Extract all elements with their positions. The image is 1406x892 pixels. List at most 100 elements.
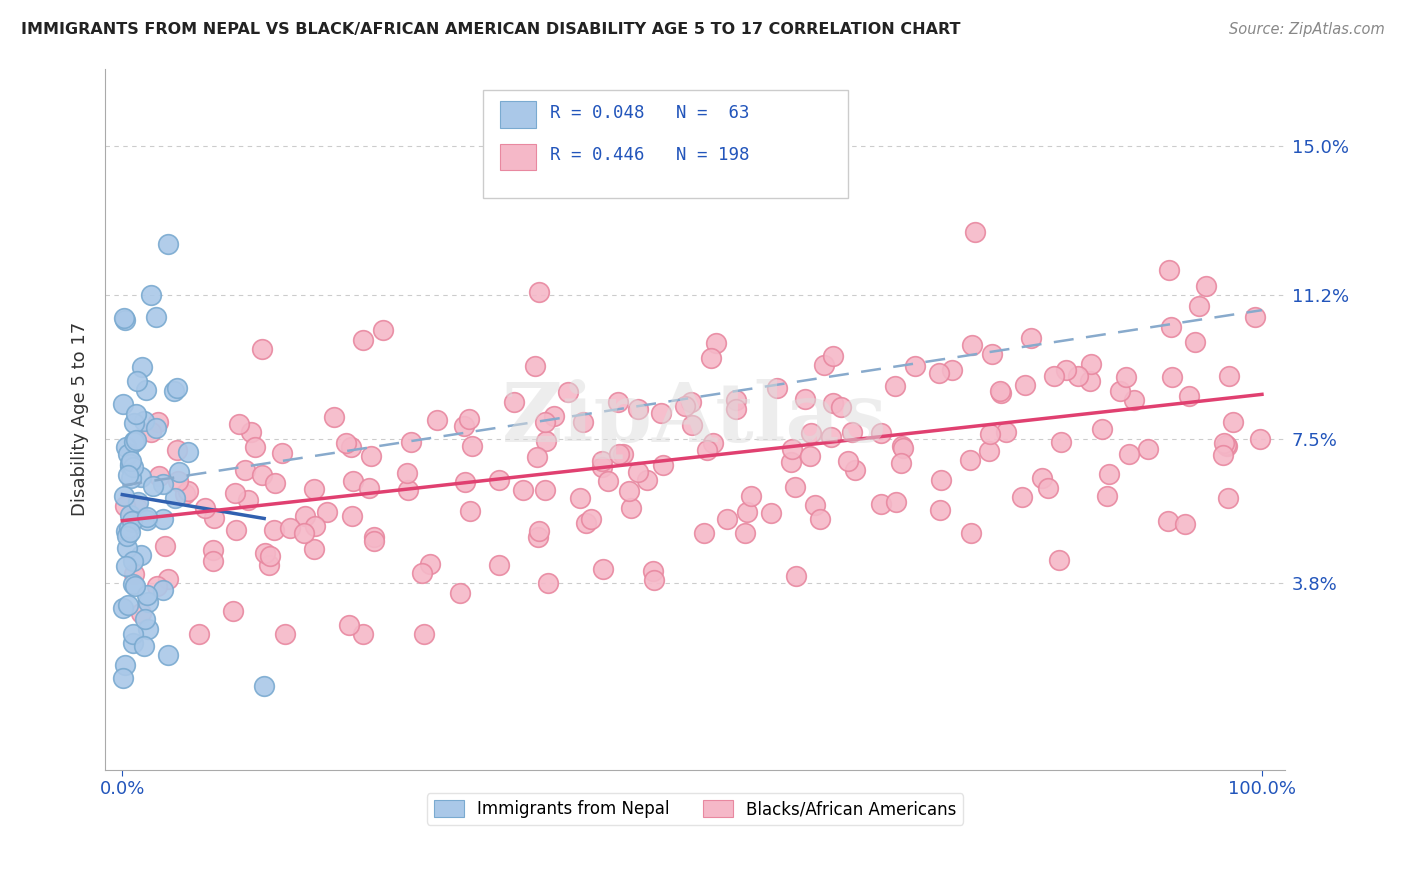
Point: [118, 521, 141, 535]
Point: [702, 435, 724, 450]
Point: [134, 612, 156, 626]
Point: [699, 351, 721, 365]
Point: [1178, 389, 1201, 403]
Point: [142, 479, 165, 493]
Point: [395, 466, 418, 480]
Point: [502, 395, 524, 409]
Point: [571, 415, 593, 429]
Point: [1011, 490, 1033, 504]
Point: [981, 347, 1004, 361]
Point: [337, 617, 360, 632]
Point: [537, 576, 560, 591]
FancyBboxPatch shape: [482, 89, 848, 198]
Point: [152, 477, 174, 491]
Point: [681, 417, 703, 432]
Point: [1123, 393, 1146, 408]
Point: [122, 434, 145, 449]
Point: [1014, 378, 1036, 392]
Point: [118, 457, 141, 471]
Point: [125, 433, 148, 447]
Point: [112, 396, 135, 410]
Point: [273, 626, 295, 640]
Point: [114, 499, 136, 513]
Point: [166, 443, 188, 458]
Point: [965, 225, 987, 239]
Point: [821, 395, 844, 409]
Point: [1136, 442, 1159, 456]
Point: [761, 506, 783, 520]
Point: [263, 524, 285, 538]
Point: [785, 569, 807, 583]
Point: [988, 384, 1011, 399]
Point: [830, 401, 852, 415]
Point: [121, 459, 143, 474]
Point: [1115, 370, 1137, 384]
Point: [488, 473, 510, 487]
Point: [363, 534, 385, 549]
Point: [124, 579, 146, 593]
Point: [145, 579, 167, 593]
Point: [121, 515, 143, 529]
Point: [740, 489, 762, 503]
Point: [794, 392, 817, 406]
Point: [650, 406, 672, 420]
Point: [163, 491, 186, 505]
Point: [152, 512, 174, 526]
Point: [122, 416, 145, 430]
Point: [884, 378, 907, 392]
FancyBboxPatch shape: [501, 102, 536, 128]
Point: [363, 529, 385, 543]
Point: [591, 454, 613, 468]
Point: [121, 627, 143, 641]
Point: [122, 435, 145, 450]
Point: [271, 445, 294, 459]
Point: [960, 525, 983, 540]
Point: [823, 349, 845, 363]
Point: [122, 577, 145, 591]
Point: [453, 419, 475, 434]
Point: [681, 394, 703, 409]
Point: [454, 475, 477, 489]
Point: [120, 524, 142, 539]
Point: [360, 449, 382, 463]
Point: [250, 342, 273, 356]
Point: [664, 159, 686, 173]
Point: [612, 446, 634, 460]
Text: Source: ZipAtlas.com: Source: ZipAtlas.com: [1229, 22, 1385, 37]
Point: [461, 439, 484, 453]
Point: [112, 310, 135, 325]
Point: [114, 312, 136, 326]
Point: [136, 513, 159, 527]
Point: [1216, 491, 1239, 505]
Point: [606, 394, 628, 409]
Point: [202, 554, 225, 568]
Point: [399, 434, 422, 449]
Point: [157, 572, 180, 586]
Point: [114, 658, 136, 673]
Point: [352, 333, 374, 347]
Point: [579, 512, 602, 526]
Point: [780, 455, 803, 469]
Point: [233, 463, 256, 477]
Point: [1212, 448, 1234, 462]
Point: [115, 524, 138, 539]
Point: [136, 622, 159, 636]
Point: [112, 672, 135, 686]
Point: [201, 542, 224, 557]
Point: [990, 386, 1012, 401]
Point: [1095, 489, 1118, 503]
Point: [352, 626, 374, 640]
Point: [322, 410, 344, 425]
Point: [994, 425, 1017, 439]
Point: [139, 287, 162, 301]
Point: [1157, 514, 1180, 528]
Point: [725, 393, 748, 408]
Point: [799, 449, 821, 463]
Point: [524, 359, 547, 374]
Point: [557, 385, 579, 400]
Point: [122, 636, 145, 650]
Point: [696, 443, 718, 458]
Point: [527, 524, 550, 538]
Point: [112, 601, 135, 615]
Point: [134, 640, 156, 654]
